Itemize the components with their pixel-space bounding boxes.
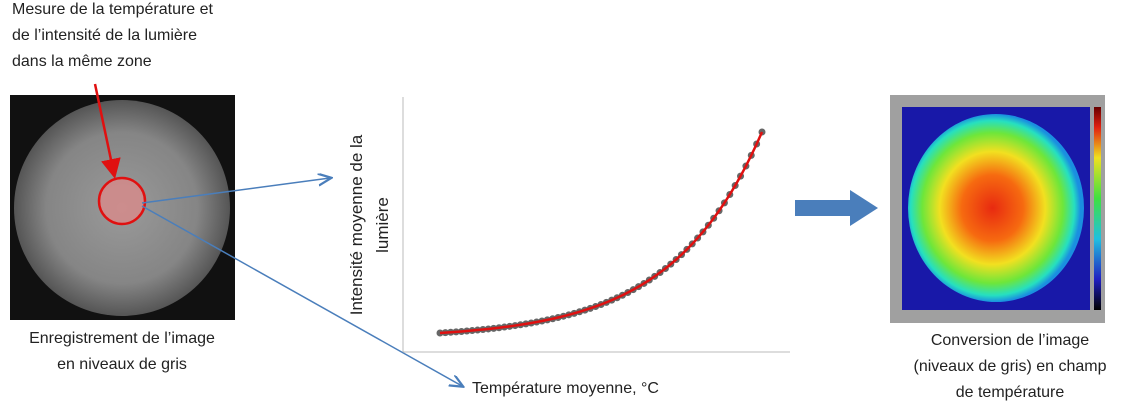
- y-axis-label: Intensité moyenne de la: [347, 134, 366, 315]
- caption-line: Conversion de l’image: [931, 332, 1089, 349]
- caption-line: Enregistrement de l’image: [29, 330, 215, 347]
- color-bar: [1094, 107, 1101, 310]
- curve-line: [439, 131, 764, 335]
- annotation-line: dans la même zone: [12, 53, 152, 70]
- x-axis-label: Température moyenne, °C: [472, 380, 659, 397]
- caption-line: de température: [956, 384, 1065, 401]
- annotation-arrow: [93, 83, 121, 179]
- arrow-to-temperature: [141, 205, 462, 386]
- arrow-to-intensity: [141, 178, 330, 204]
- annotation-line: Mesure de la température et: [12, 1, 214, 18]
- caption-line: (niveaux de gris) en champ: [914, 358, 1107, 375]
- measurement-zone: [97, 176, 147, 226]
- annotation-line: de l’intensité de la lumière: [12, 27, 197, 44]
- temperature-field: [908, 114, 1084, 302]
- caption-line: en niveaux de gris: [57, 356, 187, 373]
- y-axis-label: lumière: [373, 197, 392, 253]
- conversion-arrow: [795, 190, 878, 226]
